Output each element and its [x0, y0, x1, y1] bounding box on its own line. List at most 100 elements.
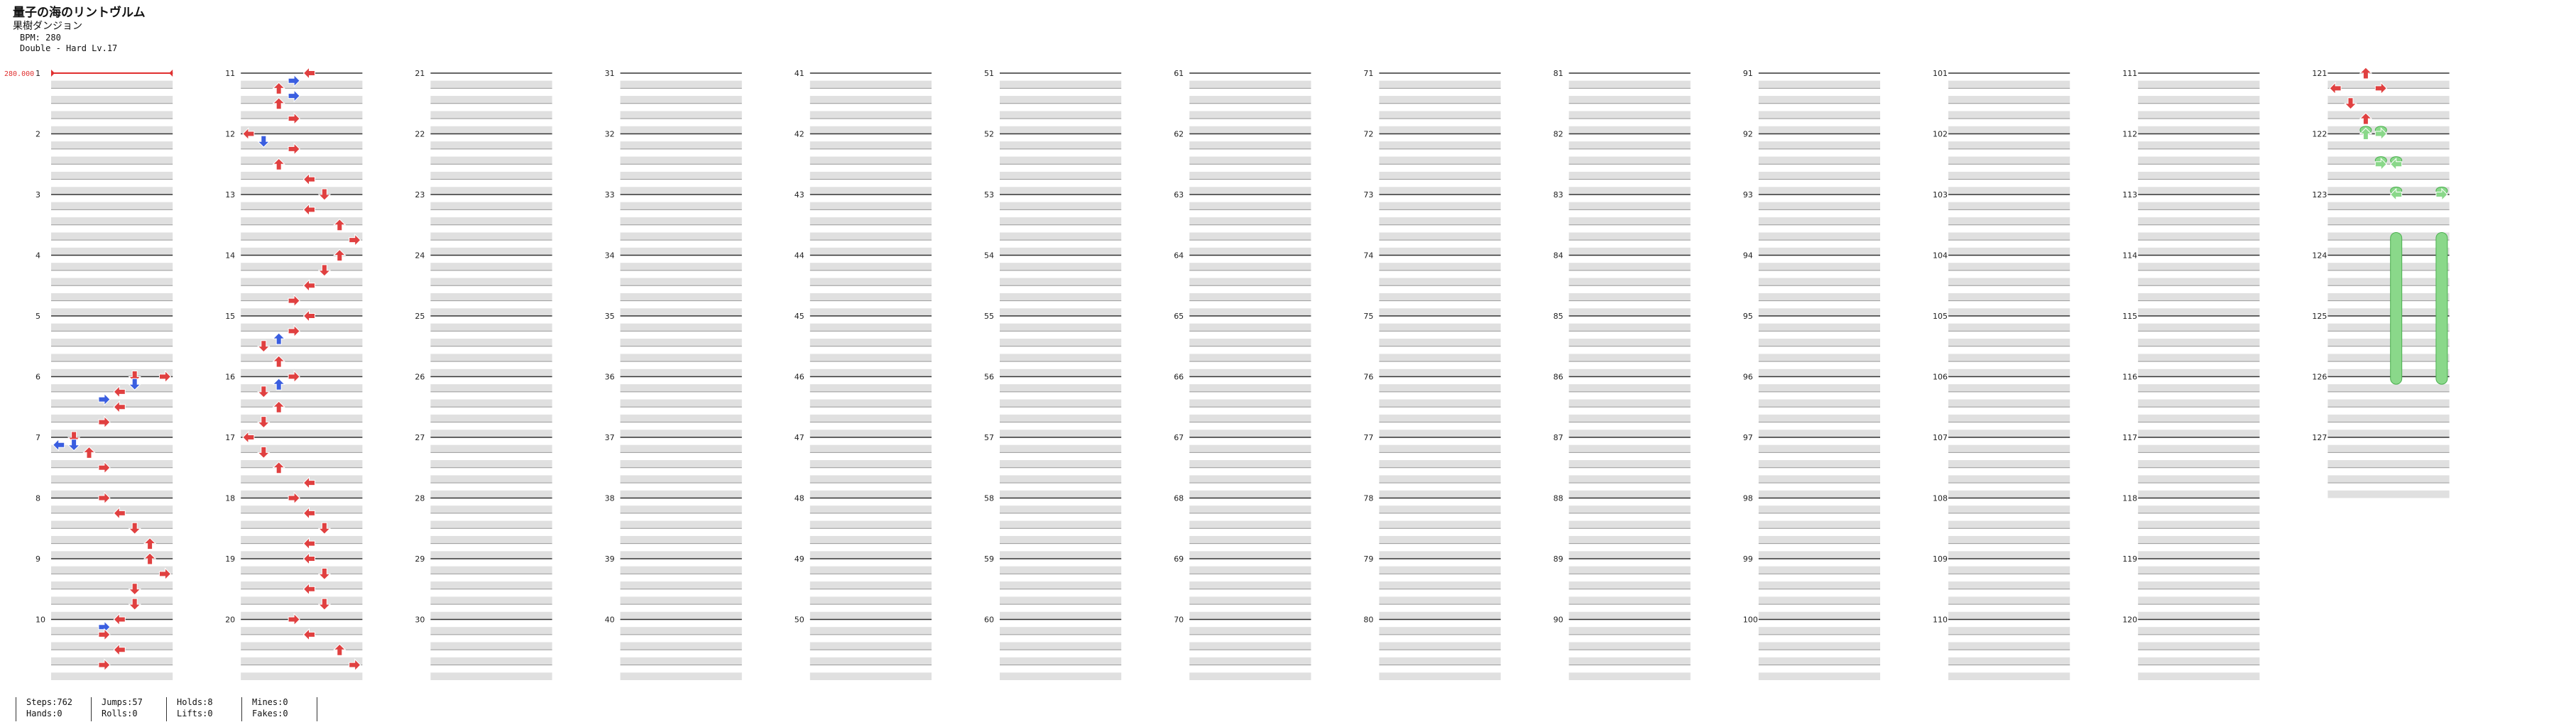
lane-band [1000, 430, 1122, 437]
arrow-icon [288, 111, 300, 126]
lane-band [1000, 399, 1122, 408]
lane-band [1000, 111, 1122, 119]
measure-number: 56 [984, 373, 994, 382]
lane-band [2327, 187, 2450, 195]
lane-band [1758, 80, 1880, 89]
lane-band [1758, 354, 1880, 362]
lane-band [1568, 247, 1691, 256]
measure-number: 9 [36, 554, 40, 564]
lane-band [809, 156, 932, 165]
lane-band [1758, 156, 1880, 165]
lane-band [1379, 156, 1501, 165]
lane-band [430, 642, 552, 650]
measure-number: 116 [2122, 373, 2137, 382]
arrow-icon [333, 248, 346, 261]
lane-band [51, 368, 173, 377]
measure-number: 102 [1933, 130, 1948, 139]
arrow-icon [257, 446, 271, 459]
arrow-icon [242, 127, 255, 141]
lane-band [1758, 581, 1880, 589]
arrow-icon [272, 97, 285, 110]
arrow-icon [98, 658, 111, 672]
stat-hands: Hands:0 [26, 709, 62, 718]
lane-band [2138, 627, 2260, 635]
arrow-icon [113, 613, 126, 626]
lane-band [1758, 187, 1880, 195]
lane-band [1758, 247, 1880, 256]
lane-band [241, 596, 363, 605]
lane-band [430, 460, 552, 468]
measure-number: 99 [1743, 554, 1753, 564]
lane-band [430, 339, 552, 346]
lane-band [430, 505, 552, 513]
measure-number: 18 [225, 494, 235, 503]
lane-band [1758, 566, 1880, 574]
arrow-icon [257, 135, 271, 148]
lane-band [51, 490, 173, 498]
measure-number: 85 [1554, 312, 1563, 321]
arrow-icon [257, 416, 271, 429]
lane-band [1758, 323, 1880, 332]
arrow-icon [288, 324, 300, 338]
lane-band [1000, 247, 1122, 256]
lane-band [1000, 308, 1122, 316]
arrow-icon [67, 439, 81, 452]
measure-number: 54 [984, 251, 994, 261]
arrow-icon [302, 203, 315, 217]
measure-number: 86 [1554, 373, 1563, 382]
lane-band [1189, 187, 1311, 195]
lane-band [809, 444, 932, 453]
lane-band [2138, 354, 2260, 362]
lane-band [1568, 596, 1691, 605]
arrow-icon [288, 142, 300, 156]
lane-band [430, 611, 552, 620]
lane-band [241, 247, 363, 256]
lane-band [241, 141, 363, 149]
lane-band [620, 414, 742, 422]
lane-band [2327, 171, 2450, 180]
lane-band [809, 657, 932, 665]
lane-band [430, 217, 552, 225]
lane-band [2327, 399, 2450, 408]
arrow-icon [2374, 82, 2388, 95]
lane-band [809, 368, 932, 377]
lane-band [809, 384, 932, 392]
lane-band [2138, 278, 2260, 286]
lane-band [2138, 141, 2260, 149]
lane-band [241, 611, 363, 620]
arrow-icon [143, 552, 157, 565]
arrow-icon [143, 537, 157, 550]
lane-band [620, 596, 742, 605]
lane-band [430, 323, 552, 332]
lane-band [1948, 202, 2070, 210]
lane-band [430, 368, 552, 377]
lane-band [1000, 490, 1122, 498]
measure-number: 106 [1933, 373, 1948, 382]
lane-band [430, 551, 552, 559]
lane-band [241, 566, 363, 574]
song-bpm: BPM: 280 [20, 33, 61, 43]
lane-band [430, 187, 552, 195]
lane-band [1189, 399, 1311, 408]
lane-band [430, 247, 552, 256]
measure-number: 101 [1933, 69, 1948, 78]
lane-band [51, 141, 173, 149]
lane-band [1948, 611, 2070, 620]
lane-band [620, 354, 742, 362]
lane-band [1189, 217, 1311, 225]
measure-number: 72 [1363, 130, 1373, 139]
lane-band [241, 217, 363, 225]
arrow-icon [2329, 82, 2342, 95]
measure-number: 36 [605, 373, 615, 382]
measure-number: 90 [1554, 616, 1563, 625]
measure-number: 125 [2312, 312, 2327, 321]
lane-band [51, 520, 173, 529]
lane-band [1948, 520, 2070, 529]
measure-number: 67 [1174, 433, 1184, 442]
measure-number: 47 [795, 433, 804, 442]
lane-band [809, 80, 932, 89]
lane-band [1948, 399, 2070, 408]
lane-band [809, 111, 932, 119]
lane-band [620, 399, 742, 408]
arrow-icon [288, 370, 300, 383]
